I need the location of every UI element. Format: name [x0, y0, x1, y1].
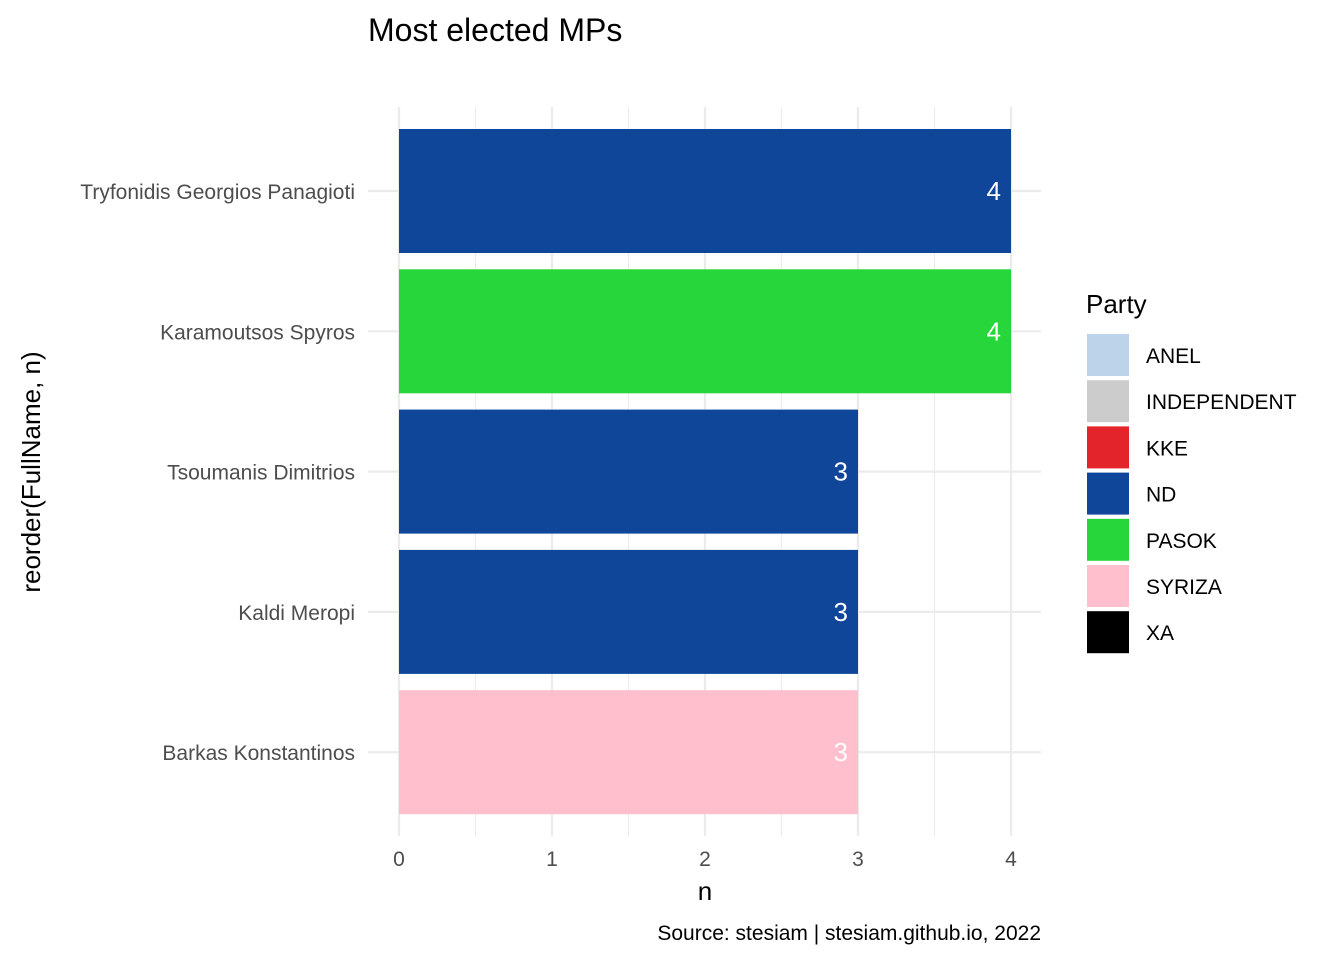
legend-swatch	[1087, 611, 1129, 654]
y-tick-label: Karamoutsos Spyros	[160, 321, 355, 344]
legend-entries: ANEL INDEPENDENT KKE ND PASOK SYRIZA XA	[1087, 334, 1297, 654]
legend-title: Party	[1086, 289, 1147, 319]
bar-value-label: 3	[834, 457, 848, 487]
legend-swatch	[1087, 518, 1129, 561]
caption: Source: stesiam | stesiam.github.io, 202…	[657, 922, 1041, 945]
bar-value-label: 4	[987, 316, 1001, 346]
bar	[399, 129, 1011, 253]
legend-label: KKE	[1146, 437, 1188, 460]
legend-label: ANEL	[1146, 345, 1201, 368]
legend-swatch	[1087, 334, 1129, 376]
legend-swatch	[1087, 380, 1129, 423]
x-axis-title: n	[698, 876, 712, 906]
bar-value-label: 3	[834, 737, 848, 767]
legend: Party ANEL INDEPENDENT KKE ND PASOK SYRIZA XA	[1086, 289, 1297, 654]
x-axis-tick-labels: 0 1 2 3 4	[393, 848, 1017, 871]
x-tick-label: 3	[852, 848, 864, 871]
y-tick-label: Tsoumanis Dimitrios	[167, 462, 355, 485]
y-tick-label: Tryfonidis Georgios Panagioti	[80, 181, 355, 204]
legend-label: INDEPENDENT	[1146, 391, 1297, 414]
legend-swatch	[1087, 426, 1129, 469]
legend-label: ND	[1146, 484, 1176, 507]
y-tick-label: Barkas Konstantinos	[162, 742, 355, 765]
x-tick-label: 0	[393, 848, 405, 871]
legend-label: PASOK	[1146, 530, 1217, 553]
y-axis-title: reorder(FullName, n)	[16, 351, 46, 592]
x-tick-label: 4	[1005, 848, 1017, 871]
legend-swatch	[1087, 565, 1129, 607]
y-axis-tick-labels: Tryfonidis Georgios Panagioti Karamoutsos…	[80, 181, 355, 765]
bar-value-label: 4	[987, 176, 1001, 206]
bar-value-label: 3	[834, 597, 848, 627]
bar	[399, 409, 858, 534]
bars	[399, 129, 1011, 815]
bar	[399, 269, 1011, 394]
y-tick-label: Kaldi Meropi	[238, 602, 355, 625]
chart-title: Most elected MPs	[368, 12, 622, 48]
bar	[399, 690, 858, 815]
legend-label: SYRIZA	[1146, 576, 1222, 599]
x-tick-label: 1	[546, 848, 558, 871]
x-tick-label: 2	[699, 848, 711, 871]
bar	[399, 549, 858, 674]
legend-swatch	[1087, 472, 1129, 515]
bar-labels: 4 4 3 3 3	[834, 176, 1001, 767]
legend-label: XA	[1146, 622, 1174, 645]
